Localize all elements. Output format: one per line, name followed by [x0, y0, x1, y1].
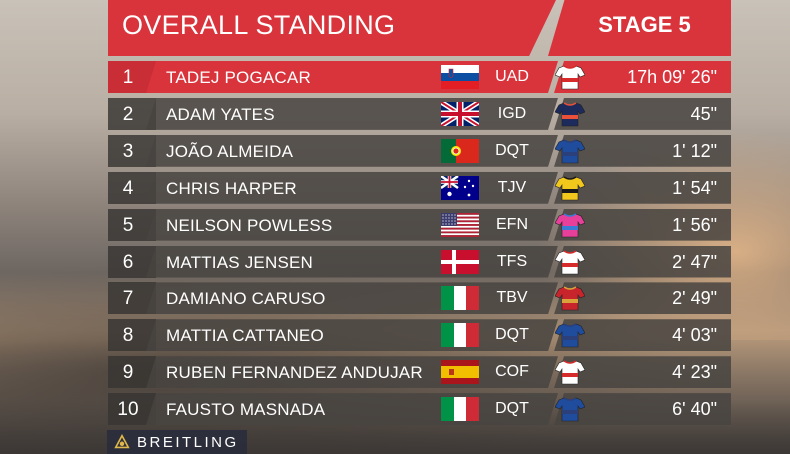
time-cell — [554, 393, 731, 426]
slovenia-flag-icon — [441, 65, 479, 89]
rider-cell — [146, 319, 558, 351]
sponsor-badge: BREITLING — [107, 430, 247, 454]
time-cell — [554, 208, 731, 241]
rider-cell — [146, 135, 558, 167]
team-code: DQT — [495, 326, 529, 344]
time-cell — [554, 319, 731, 352]
team-code: UAD — [495, 68, 529, 85]
uk-flag-icon — [441, 101, 479, 126]
rider-cell — [146, 98, 558, 130]
rider-cell — [146, 61, 558, 93]
sponsor-name: BREITLING — [137, 434, 239, 451]
team-jersey-icon — [554, 101, 586, 127]
standings-row: 4 CHRIS HARPER TJV 1' 54" — [108, 171, 731, 204]
rider-name: CHRIS HARPER — [166, 178, 297, 198]
rider-rank: 10 — [117, 399, 139, 421]
standings-row: 7 DAMIANO CARUSO TBV 2' 49" — [108, 282, 731, 315]
rider-name: MATTIAS JENSEN — [166, 252, 314, 272]
rider-rank: 7 — [122, 288, 134, 310]
team-jersey-icon — [554, 64, 586, 90]
time-cell — [554, 356, 731, 389]
team-code: TBV — [496, 289, 528, 307]
team-jersey-icon — [554, 359, 586, 385]
rider-time-gap: 1' 54" — [672, 177, 717, 198]
rider-time-gap: 1' 12" — [672, 140, 717, 161]
standings-row: 5 NEILSON POWLESS EFN 1' 56" — [108, 208, 731, 241]
rider-rank: 1 — [122, 67, 134, 88]
rider-time-gap: 2' 49" — [672, 288, 717, 309]
rider-cell — [146, 356, 558, 388]
australia-flag-icon — [441, 175, 479, 200]
team-jersey-icon — [554, 249, 586, 275]
spain-flag-icon — [441, 360, 479, 385]
stage-banner: STAGE 5 — [548, 0, 731, 56]
rider-time-gap: 45" — [690, 103, 717, 124]
stage-label: STAGE 5 — [598, 12, 691, 37]
rider-name: NEILSON POWLESS — [166, 215, 333, 235]
team-jersey-icon — [554, 285, 586, 311]
team-jersey-icon — [554, 396, 586, 422]
italy-flag-icon — [441, 323, 479, 348]
rider-rank: 5 — [122, 214, 134, 236]
rider-name: RUBEN FERNANDEZ ANDUJAR — [166, 363, 423, 383]
team-jersey-icon — [554, 322, 586, 348]
standings-row: 10 FAUSTO MASNADA DQT 6' 40" — [108, 393, 731, 426]
time-cell — [554, 97, 731, 130]
time-cell — [554, 171, 731, 204]
team-jersey-icon — [554, 212, 586, 238]
breitling-logo-icon — [114, 433, 130, 449]
time-cell — [554, 61, 731, 93]
rider-name: TADEJ POGACAR — [166, 68, 311, 87]
rider-name: JOÃO ALMEIDA — [166, 141, 294, 161]
rider-time-gap: 6' 40" — [672, 399, 717, 420]
standings-row: 1 TADEJ POGACAR UAD 17h 09' 26" — [108, 61, 731, 93]
rider-rank: 4 — [122, 177, 134, 199]
standings-row: 8 MATTIA CATTANEO DQT 4' 03" — [108, 319, 731, 352]
standings-row: 6 MATTIAS JENSEN TFS 2' 47" — [108, 245, 731, 278]
portugal-flag-icon — [441, 138, 479, 163]
team-code: IGD — [497, 104, 527, 122]
usa-flag-icon — [441, 212, 479, 237]
rider-cell — [146, 393, 558, 425]
time-cell — [554, 282, 731, 315]
rider-name: ADAM YATES — [166, 104, 275, 124]
italy-flag-icon — [441, 397, 479, 422]
denmark-flag-icon — [441, 249, 479, 274]
rider-rank: 3 — [122, 140, 134, 162]
rider-rank: 6 — [122, 251, 134, 273]
time-cell — [554, 134, 731, 167]
rider-time-gap: 4' 23" — [672, 362, 717, 383]
rider-cell — [146, 172, 558, 204]
standings-title: OVERALL STANDING — [122, 10, 396, 40]
rider-time-gap: 4' 03" — [672, 325, 717, 346]
team-code: TJV — [497, 178, 527, 196]
rider-cell — [146, 246, 558, 278]
rider-rank: 9 — [122, 362, 134, 384]
time-cell — [554, 245, 731, 278]
rider-time-gap: 2' 47" — [672, 251, 717, 272]
team-code: TFS — [496, 252, 528, 270]
rider-name: DAMIANO CARUSO — [166, 289, 326, 309]
italy-flag-icon — [441, 286, 479, 311]
team-code: EFN — [496, 215, 528, 233]
rider-name: FAUSTO MASNADA — [166, 400, 326, 420]
rider-cell — [146, 209, 558, 241]
rider-time-gap: 17h 09' 26" — [627, 67, 717, 87]
team-code: COF — [495, 363, 529, 381]
team-jersey-icon — [554, 175, 586, 201]
rider-rank: 2 — [122, 103, 134, 125]
standings-row: 9 RUBEN FERNANDEZ ANDUJAR COF 4' 23" — [108, 356, 731, 389]
rider-time-gap: 1' 56" — [672, 214, 717, 235]
rider-name: MATTIA CATTANEO — [166, 326, 324, 346]
rider-cell — [146, 282, 558, 314]
standings-title-banner: OVERALL STANDING — [108, 0, 556, 56]
team-code: DQT — [495, 400, 529, 418]
rider-rank: 8 — [122, 325, 134, 347]
team-code: DQT — [495, 141, 529, 159]
standings-row: 3 JOÃO ALMEIDA DQT 1' 12" — [108, 134, 731, 167]
team-jersey-icon — [554, 138, 586, 164]
standings-row: 2 ADAM YATES IGD 45" — [108, 97, 731, 130]
